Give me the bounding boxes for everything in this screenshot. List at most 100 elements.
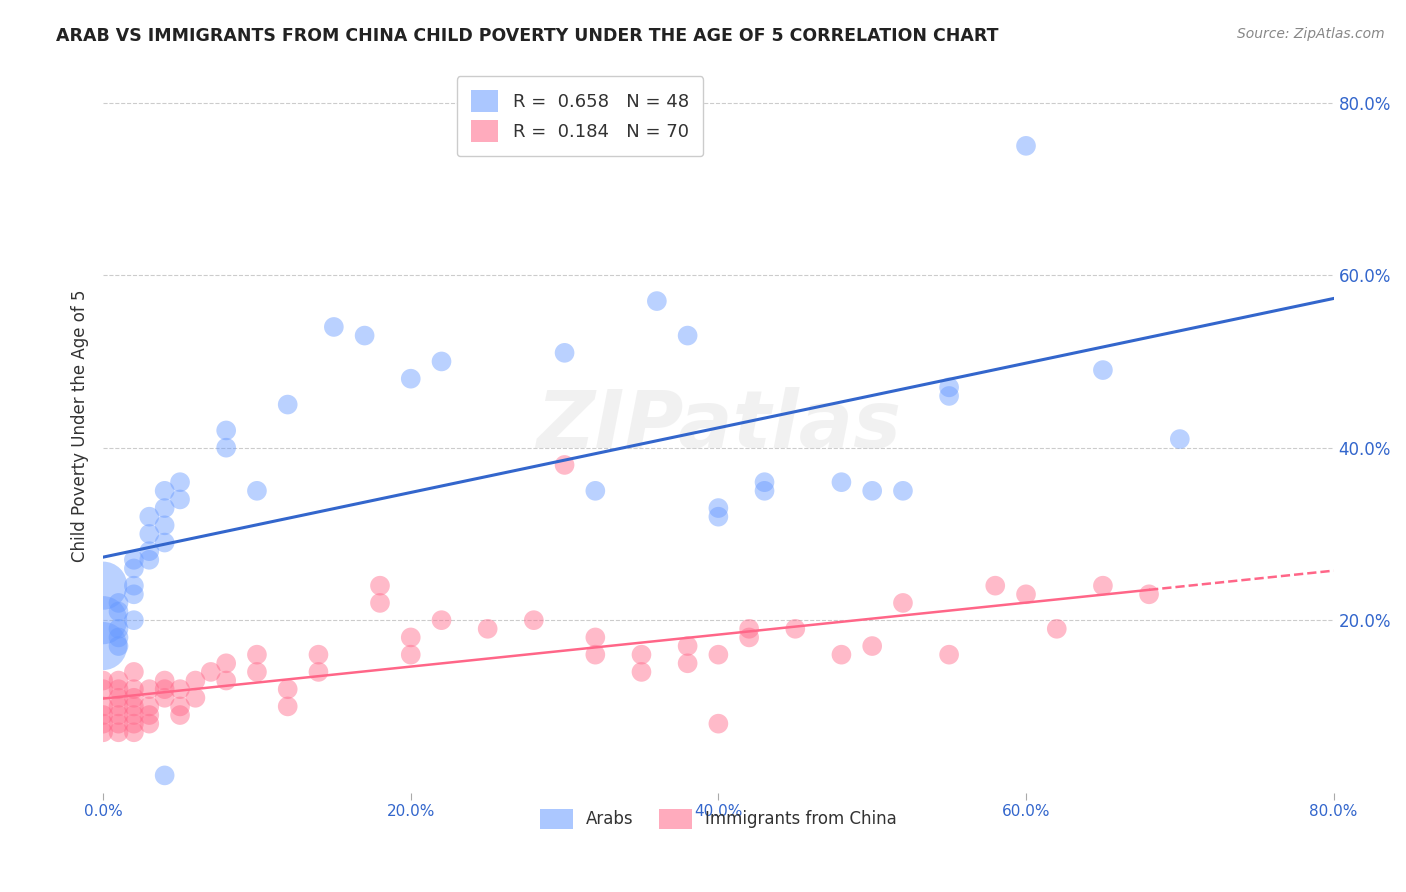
Text: Source: ZipAtlas.com: Source: ZipAtlas.com — [1237, 27, 1385, 41]
Point — [368, 596, 391, 610]
Point — [1046, 622, 1069, 636]
Point — [676, 639, 699, 653]
Point — [107, 716, 129, 731]
Point — [860, 483, 883, 498]
Point — [583, 648, 606, 662]
Point — [1091, 579, 1114, 593]
Point — [153, 682, 176, 697]
Point — [1015, 587, 1038, 601]
Point — [754, 483, 776, 498]
Point — [107, 725, 129, 739]
Point — [122, 613, 145, 627]
Point — [277, 682, 299, 697]
Point — [215, 424, 238, 438]
Point — [122, 690, 145, 705]
Point — [938, 380, 960, 394]
Point — [583, 483, 606, 498]
Point — [830, 475, 852, 490]
Point — [153, 483, 176, 498]
Point — [107, 622, 129, 636]
Point — [754, 475, 776, 490]
Point — [153, 768, 176, 782]
Point — [399, 648, 422, 662]
Point — [430, 354, 453, 368]
Point — [169, 492, 191, 507]
Point — [122, 708, 145, 723]
Point — [153, 535, 176, 549]
Point — [107, 639, 129, 653]
Point — [91, 725, 114, 739]
Point — [122, 716, 145, 731]
Point — [277, 699, 299, 714]
Point — [707, 716, 730, 731]
Point — [308, 648, 330, 662]
Point — [308, 665, 330, 679]
Point — [184, 673, 207, 688]
Point — [122, 587, 145, 601]
Point — [138, 553, 160, 567]
Point — [1091, 363, 1114, 377]
Point — [430, 613, 453, 627]
Point — [122, 725, 145, 739]
Point — [107, 682, 129, 697]
Point — [91, 639, 114, 653]
Point — [891, 596, 914, 610]
Point — [368, 579, 391, 593]
Point — [676, 657, 699, 671]
Point — [138, 708, 160, 723]
Point — [1137, 587, 1160, 601]
Point — [122, 665, 145, 679]
Legend: Arabs, Immigrants from China: Arabs, Immigrants from China — [533, 802, 904, 836]
Point — [169, 682, 191, 697]
Point — [477, 622, 499, 636]
Point — [153, 673, 176, 688]
Text: ZIPatlas: ZIPatlas — [536, 387, 901, 465]
Point — [107, 631, 129, 645]
Point — [1015, 138, 1038, 153]
Point — [399, 372, 422, 386]
Point — [138, 682, 160, 697]
Point — [738, 631, 761, 645]
Point — [184, 690, 207, 705]
Point — [153, 690, 176, 705]
Point — [200, 665, 222, 679]
Point — [153, 501, 176, 516]
Point — [122, 553, 145, 567]
Point — [353, 328, 375, 343]
Point — [785, 622, 807, 636]
Point — [322, 320, 344, 334]
Point — [215, 673, 238, 688]
Point — [138, 544, 160, 558]
Point — [707, 648, 730, 662]
Point — [91, 579, 114, 593]
Point — [91, 682, 114, 697]
Point — [91, 708, 114, 723]
Point — [169, 699, 191, 714]
Point — [523, 613, 546, 627]
Point — [122, 699, 145, 714]
Point — [938, 648, 960, 662]
Point — [938, 389, 960, 403]
Point — [554, 346, 576, 360]
Point — [399, 631, 422, 645]
Point — [138, 527, 160, 541]
Point — [91, 716, 114, 731]
Point — [1168, 432, 1191, 446]
Point — [153, 518, 176, 533]
Point — [122, 561, 145, 575]
Point — [107, 673, 129, 688]
Point — [107, 708, 129, 723]
Point — [645, 294, 668, 309]
Point — [630, 648, 652, 662]
Point — [122, 682, 145, 697]
Point — [215, 657, 238, 671]
Point — [891, 483, 914, 498]
Point — [246, 665, 269, 679]
Point — [107, 596, 129, 610]
Point — [107, 699, 129, 714]
Point — [91, 673, 114, 688]
Point — [630, 665, 652, 679]
Point — [676, 328, 699, 343]
Point — [583, 631, 606, 645]
Y-axis label: Child Poverty Under the Age of 5: Child Poverty Under the Age of 5 — [72, 290, 89, 562]
